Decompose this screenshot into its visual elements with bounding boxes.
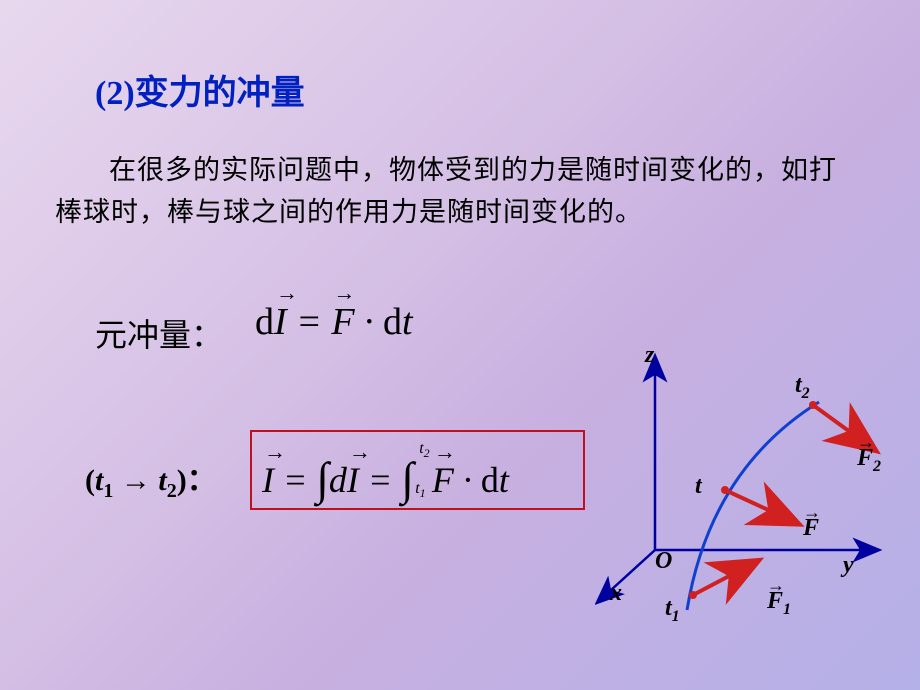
label-y: y (843, 552, 854, 579)
paren-open: ( (85, 464, 95, 497)
formula-integral-impulse: I = ∫dI = ∫t2t1 F · dt (250, 430, 585, 510)
differential-d: d (481, 460, 499, 500)
force-arrow-F (725, 490, 790, 520)
label-time-interval: (t1 → t2)： (85, 455, 217, 503)
var-t: t (665, 595, 672, 621)
var-F: F (767, 588, 783, 614)
sub-2: 2 (873, 458, 881, 475)
sub-2: 2 (424, 446, 430, 460)
diagram-svg (595, 350, 890, 635)
differential-d: d (383, 301, 402, 343)
differential-d: d (255, 301, 274, 343)
point-t2 (809, 401, 817, 409)
body-paragraph: 在很多的实际问题中，物体受到的力是随时间变化的，如打棒球时，棒与球之间的作用力是… (55, 150, 860, 234)
vector-I: I (262, 459, 274, 501)
label-z: z (645, 342, 654, 369)
equals: = (287, 301, 332, 343)
sub-2: 2 (167, 480, 177, 502)
integral-sign: ∫ (316, 452, 329, 505)
point-t1 (689, 591, 697, 599)
var-t: t (499, 460, 509, 500)
integral-sign: ∫ (401, 452, 414, 505)
axis-x (600, 550, 655, 600)
formula-elemental-impulse: dI = F · dt (255, 300, 413, 344)
sub-2: 2 (802, 385, 810, 402)
coordinate-diagram: z y x O t1 t t2 F1 F F2 (595, 350, 890, 635)
dot: · (454, 460, 481, 500)
arrow: → (113, 464, 158, 497)
label-t: t (695, 473, 702, 500)
label-t1: t1 (665, 595, 680, 626)
var-t2: t (158, 464, 166, 497)
paren-close: )： (177, 464, 217, 497)
label-F1: F1 (767, 588, 791, 619)
point-t (721, 486, 729, 494)
equals: = (274, 460, 316, 500)
vector-F: F (432, 459, 454, 501)
sub-1: 1 (103, 480, 113, 502)
equals: = (359, 460, 401, 500)
label-F: F (803, 515, 819, 542)
limit-lower: t1 (415, 480, 425, 501)
limit-upper: t2 (419, 440, 429, 461)
force-arrow-F1 (693, 565, 750, 595)
label-t2: t2 (795, 372, 810, 403)
var-t: t (795, 372, 802, 398)
dot: · (355, 301, 384, 343)
label-x: x (610, 580, 622, 607)
trajectory-curve (687, 402, 819, 610)
vector-I: I (347, 459, 359, 501)
differential-d: d (329, 460, 347, 500)
label-F2: F2 (857, 445, 881, 476)
var-F: F (857, 445, 873, 471)
sub-1: 1 (672, 608, 680, 625)
label-origin: O (655, 548, 672, 575)
section-title: (2)变力的冲量 (95, 65, 305, 114)
vector-I: I (274, 300, 287, 344)
var-t: t (402, 301, 413, 343)
sub-1: 1 (420, 486, 426, 500)
vector-F: F (331, 300, 354, 344)
var-F: F (803, 515, 819, 541)
label-elemental-impulse: 元冲量： (95, 310, 223, 356)
sub-1: 1 (783, 601, 791, 618)
